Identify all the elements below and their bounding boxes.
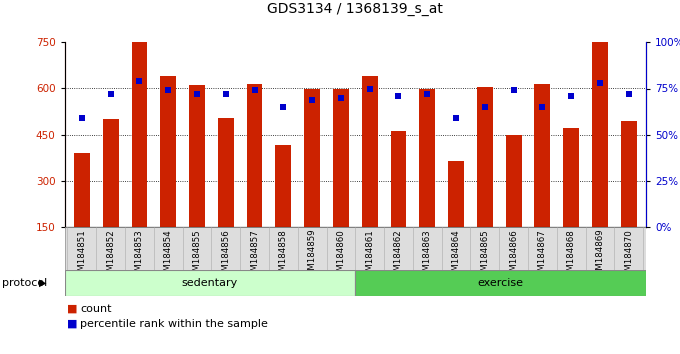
Text: GSM184864: GSM184864 [452,229,460,281]
Text: GSM184865: GSM184865 [480,229,490,281]
Bar [74,153,90,227]
Bar [362,76,377,227]
Bar [218,118,234,227]
Text: ■: ■ [67,319,77,329]
Point [249,87,260,93]
Text: GSM184859: GSM184859 [307,229,317,281]
Text: GSM184853: GSM184853 [135,229,144,281]
Bar [420,88,435,227]
Bar [534,84,550,227]
Bar [131,38,148,227]
Point [364,86,375,91]
Point [566,93,577,99]
Text: GSM184868: GSM184868 [566,229,576,281]
Point [508,87,519,93]
Text: exercise: exercise [477,278,524,288]
Point [422,91,432,97]
Text: GSM184869: GSM184869 [596,229,605,281]
Bar [506,135,522,227]
Point [594,80,605,86]
Bar [103,119,118,227]
Text: GSM184856: GSM184856 [221,229,231,281]
Point [278,104,289,110]
Bar [65,270,355,296]
Point [393,93,404,99]
Point [307,97,318,102]
Point [76,115,87,121]
Text: percentile rank within the sample: percentile rank within the sample [80,319,268,329]
Point [335,95,346,101]
Point [134,78,145,84]
Text: GSM184855: GSM184855 [192,229,201,281]
Bar [304,88,320,227]
Point [624,91,634,97]
Point [537,104,548,110]
Text: GSM184861: GSM184861 [365,229,374,281]
Text: ▶: ▶ [39,278,47,288]
Bar [477,87,493,227]
Bar [563,129,579,227]
Point [451,115,462,121]
Text: GSM184862: GSM184862 [394,229,403,281]
Bar [621,121,636,227]
Bar [189,85,205,227]
Bar [333,88,349,227]
Text: GSM184870: GSM184870 [624,229,633,281]
Point [479,104,490,110]
Text: GSM184854: GSM184854 [164,229,173,281]
Point [192,91,203,97]
Text: protocol: protocol [2,278,48,288]
Bar [355,270,646,296]
Bar [160,76,176,227]
Text: GSM184867: GSM184867 [538,229,547,281]
Text: GSM184852: GSM184852 [106,229,115,281]
Bar [592,39,608,227]
Text: GSM184858: GSM184858 [279,229,288,281]
Text: GDS3134 / 1368139_s_at: GDS3134 / 1368139_s_at [267,2,443,16]
Point [163,87,173,93]
Text: count: count [80,304,112,314]
Point [105,91,116,97]
Bar [247,84,262,227]
Bar [275,145,291,227]
Text: GSM184851: GSM184851 [78,229,86,281]
Point [220,91,231,97]
Text: sedentary: sedentary [182,278,238,288]
Text: GSM184866: GSM184866 [509,229,518,281]
Text: GSM184860: GSM184860 [337,229,345,281]
Text: GSM184857: GSM184857 [250,229,259,281]
Bar [390,131,407,227]
Text: ■: ■ [67,304,77,314]
Bar [448,161,464,227]
Text: GSM184863: GSM184863 [423,229,432,281]
